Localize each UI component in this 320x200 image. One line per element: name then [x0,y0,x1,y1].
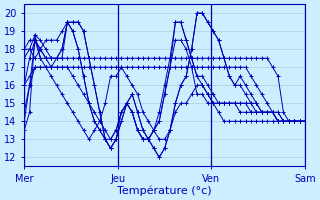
X-axis label: Température (°c): Température (°c) [117,185,212,196]
